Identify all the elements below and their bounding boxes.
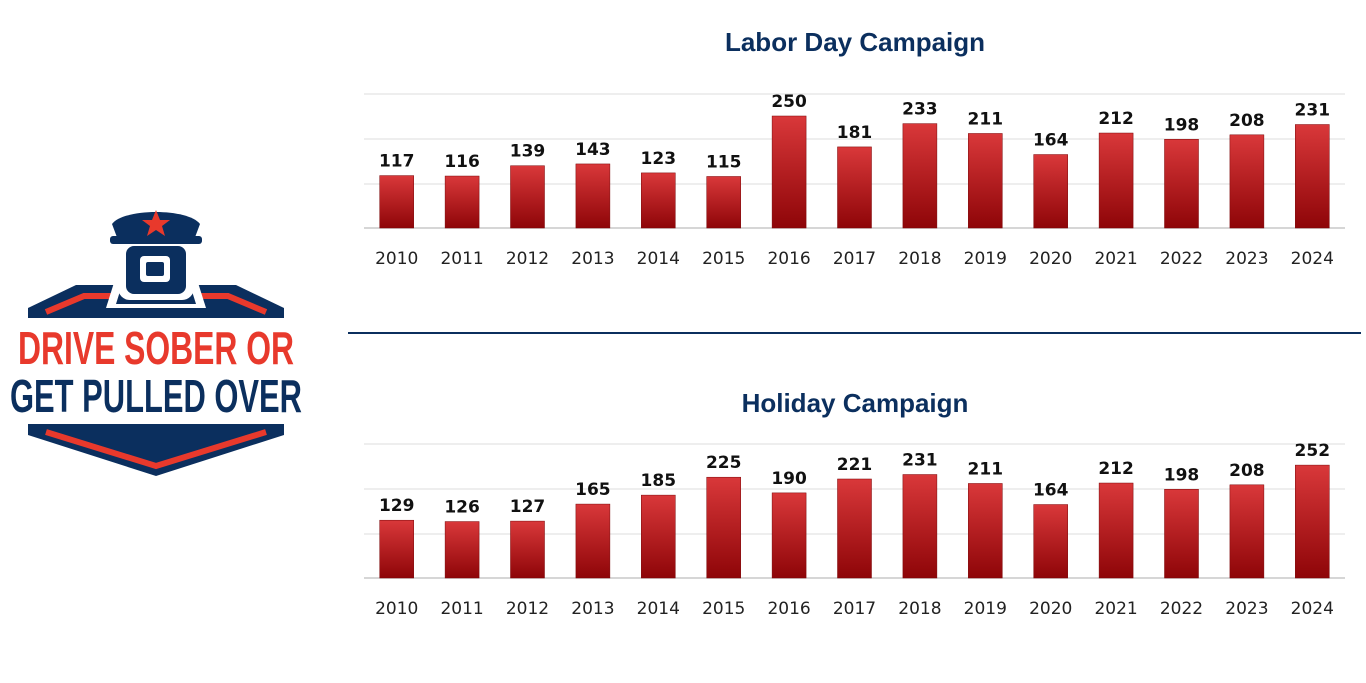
value-label-2022: 198 xyxy=(1164,115,1200,135)
value-label-2024: 252 xyxy=(1295,441,1331,461)
x-tick-2019: 2019 xyxy=(964,249,1007,269)
value-label-2024: 231 xyxy=(1295,101,1331,121)
section-divider xyxy=(348,332,1361,334)
value-label-2017: 181 xyxy=(837,123,873,143)
value-label-2023: 208 xyxy=(1229,461,1265,481)
value-label-2013: 165 xyxy=(575,480,611,500)
value-label-2021: 212 xyxy=(1098,109,1134,129)
x-tick-2012: 2012 xyxy=(506,249,549,269)
value-label-2019: 211 xyxy=(968,109,1004,129)
x-tick-2017: 2017 xyxy=(833,599,876,619)
x-tick-2011: 2011 xyxy=(440,599,483,619)
x-tick-2021: 2021 xyxy=(1094,599,1137,619)
bar-2019 xyxy=(968,133,1003,229)
bar-2023 xyxy=(1229,484,1265,579)
value-label-2012: 127 xyxy=(510,497,546,517)
x-tick-2023: 2023 xyxy=(1225,249,1268,269)
bar-2013 xyxy=(575,503,611,579)
value-label-2023: 208 xyxy=(1229,111,1265,131)
holiday-chart-title: Holiday Campaign xyxy=(741,388,969,418)
x-tick-2020: 2020 xyxy=(1029,599,1072,619)
bar-2022 xyxy=(1164,139,1199,229)
drive-sober-logo: DRIVE SOBER OR GET PULLED OVER xyxy=(6,210,306,476)
x-tick-2015: 2015 xyxy=(702,599,745,619)
x-tick-2020: 2020 xyxy=(1029,249,1072,269)
labor-day-chart-title: Labor Day Campaign xyxy=(724,27,986,57)
bar-2021 xyxy=(1098,132,1134,229)
value-label-2010: 129 xyxy=(379,496,415,516)
x-tick-2018: 2018 xyxy=(898,249,941,269)
x-tick-2016: 2016 xyxy=(767,599,810,619)
bar-2021 xyxy=(1098,482,1134,579)
x-tick-2014: 2014 xyxy=(637,599,680,619)
x-tick-2011: 2011 xyxy=(440,249,483,269)
bar-2019 xyxy=(968,483,1003,579)
bar-2010 xyxy=(379,175,414,229)
logo-line-2: GET PULLED OVER xyxy=(10,370,302,422)
bar-2010 xyxy=(379,519,414,579)
x-tick-2012: 2012 xyxy=(506,599,549,619)
bar-2023 xyxy=(1229,134,1265,229)
x-tick-2022: 2022 xyxy=(1160,599,1203,619)
value-label-2018: 233 xyxy=(902,100,938,120)
bar-2016 xyxy=(771,115,807,229)
bar-2012 xyxy=(510,165,545,229)
x-tick-2017: 2017 xyxy=(833,249,876,269)
x-tick-2016: 2016 xyxy=(767,249,810,269)
police-officer-shield-icon xyxy=(6,210,306,476)
value-label-2016: 190 xyxy=(771,469,807,489)
bar-2012 xyxy=(510,520,545,579)
value-label-2015: 115 xyxy=(706,152,742,172)
value-label-2015: 225 xyxy=(706,453,742,473)
x-tick-2022: 2022 xyxy=(1160,249,1203,269)
value-label-2014: 185 xyxy=(641,471,677,491)
x-tick-2014: 2014 xyxy=(637,249,680,269)
x-tick-2023: 2023 xyxy=(1225,599,1268,619)
value-label-2012: 139 xyxy=(510,142,546,162)
value-label-2019: 211 xyxy=(968,459,1004,479)
value-label-2020: 164 xyxy=(1033,481,1069,501)
value-label-2011: 116 xyxy=(444,152,480,172)
x-tick-2019: 2019 xyxy=(964,599,1007,619)
x-tick-2013: 2013 xyxy=(571,599,614,619)
value-label-2022: 198 xyxy=(1164,465,1200,485)
x-tick-2015: 2015 xyxy=(702,249,745,269)
bar-2017 xyxy=(837,478,872,579)
bar-2024 xyxy=(1295,124,1330,229)
bar-2017 xyxy=(837,146,872,229)
value-label-2021: 212 xyxy=(1098,459,1134,479)
value-label-2011: 126 xyxy=(444,498,480,518)
x-tick-2010: 2010 xyxy=(375,599,418,619)
value-label-2013: 143 xyxy=(575,140,611,160)
bar-2014 xyxy=(641,172,676,229)
value-label-2017: 221 xyxy=(837,455,873,475)
value-label-2020: 164 xyxy=(1033,131,1069,151)
bar-2020 xyxy=(1033,154,1068,229)
x-tick-2021: 2021 xyxy=(1094,249,1137,269)
bar-2020 xyxy=(1033,504,1068,579)
logo-line-1: DRIVE SOBER OR xyxy=(18,322,294,374)
bar-2011 xyxy=(444,521,480,579)
x-tick-2018: 2018 xyxy=(898,599,941,619)
bar-2013 xyxy=(575,163,611,229)
x-tick-2010: 2010 xyxy=(375,249,418,269)
value-label-2010: 117 xyxy=(379,152,415,172)
bar-2016 xyxy=(771,492,807,579)
bar-2015 xyxy=(706,476,741,579)
bar-2015 xyxy=(706,176,741,229)
value-label-2014: 123 xyxy=(641,149,677,169)
bar-2024 xyxy=(1295,464,1330,579)
x-tick-2013: 2013 xyxy=(571,249,614,269)
value-label-2016: 250 xyxy=(771,92,807,112)
value-label-2018: 231 xyxy=(902,451,938,471)
x-tick-2024: 2024 xyxy=(1291,249,1334,269)
bar-2014 xyxy=(641,494,676,579)
bar-2018 xyxy=(902,474,938,579)
bar-2011 xyxy=(444,175,480,229)
bar-2018 xyxy=(902,123,938,229)
x-tick-2024: 2024 xyxy=(1291,599,1334,619)
bar-2022 xyxy=(1164,489,1199,579)
